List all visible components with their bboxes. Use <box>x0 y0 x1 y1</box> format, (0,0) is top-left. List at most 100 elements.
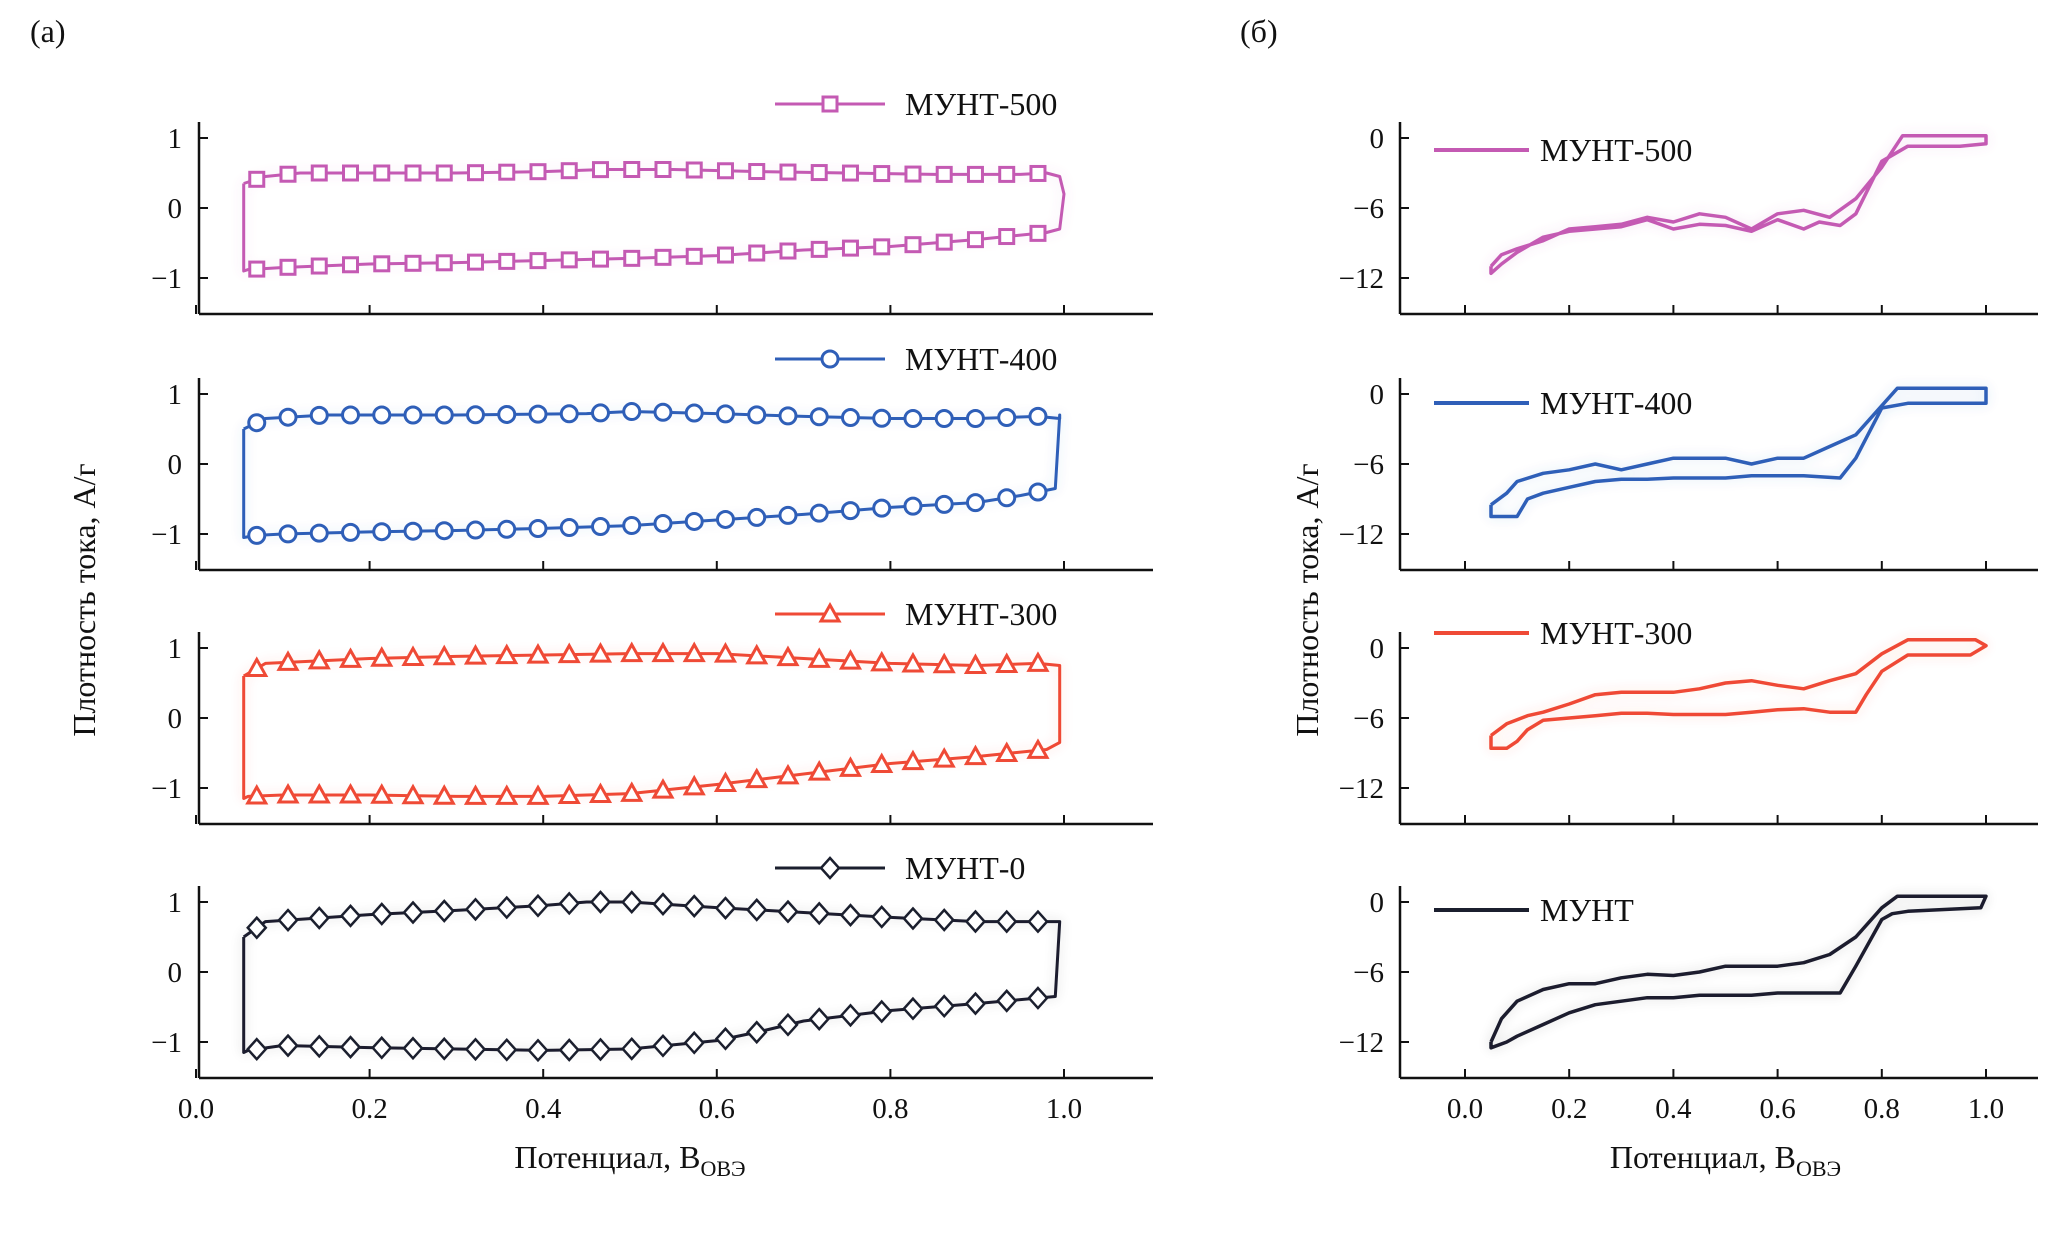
data-marker <box>810 240 828 258</box>
data-marker <box>713 771 738 792</box>
data-marker <box>904 236 922 254</box>
data-marker <box>588 782 613 804</box>
data-marker <box>654 248 672 266</box>
data-marker <box>745 767 769 789</box>
data-marker <box>247 525 267 545</box>
data-marker <box>559 518 579 538</box>
panel-b: 0 −6 −12 МУНТ-500 0 −6 −12 МУНТ-400 0 −6 −12 МУНТ-3… <box>1289 122 2038 1181</box>
data-marker <box>401 783 425 805</box>
legend: МУНТ-400 <box>1434 385 1692 421</box>
data-marker <box>935 233 953 251</box>
cv-curve-мунт-300 <box>1489 638 1988 751</box>
data-marker <box>966 231 984 249</box>
data-marker <box>497 404 517 424</box>
legend: МУНТ-500 <box>775 86 1057 122</box>
x-tick-label: 0.8 <box>872 1093 908 1125</box>
data-marker <box>590 403 610 423</box>
data-marker <box>341 405 361 425</box>
data-marker <box>871 999 893 1024</box>
data-marker <box>963 653 988 674</box>
data-marker <box>403 405 423 425</box>
data-marker <box>808 901 830 926</box>
data-marker <box>933 994 955 1019</box>
data-marker <box>279 258 297 276</box>
data-marker <box>465 520 485 540</box>
data-marker <box>310 164 328 182</box>
data-marker <box>435 164 453 182</box>
subplot-мунт-500: 1 0 −1 МУНТ-500 <box>151 86 1153 316</box>
x-tick-label: 0.0 <box>178 1093 214 1125</box>
data-marker <box>309 405 329 425</box>
data-marker <box>371 1035 393 1060</box>
legend-label: МУНТ-500 <box>905 86 1057 122</box>
data-marker <box>995 741 1019 763</box>
data-marker <box>498 252 516 270</box>
data-marker <box>838 756 863 777</box>
data-marker <box>714 896 737 920</box>
data-marker <box>373 255 391 273</box>
data-marker <box>716 246 734 264</box>
data-marker <box>715 404 735 424</box>
x-axis-title: Потенциал, ВОВЭ <box>514 1139 745 1181</box>
data-marker <box>277 908 299 932</box>
legend: МУНТ-300 <box>1434 615 1692 651</box>
data-marker <box>371 902 393 926</box>
x-axis-title: Потенциал, ВОВЭ <box>1610 1139 1841 1181</box>
data-marker <box>277 1033 299 1058</box>
data-marker <box>807 760 831 781</box>
subplot-мунт-400: 0 −6 −12 МУНТ-400 <box>1339 378 2038 572</box>
legend: МУНТ-400 <box>775 341 1057 377</box>
data-marker <box>248 170 266 188</box>
data-marker <box>464 1037 487 1062</box>
data-marker <box>403 521 423 541</box>
data-marker <box>435 254 453 272</box>
cv-curve-мунт-300 <box>242 652 1062 800</box>
data-marker <box>560 162 578 180</box>
data-marker <box>529 163 547 181</box>
data-marker <box>495 643 519 665</box>
data-marker <box>716 162 734 180</box>
data-marker <box>622 515 642 535</box>
data-marker <box>247 413 267 433</box>
data-marker <box>372 405 392 425</box>
legend: МУНТ <box>1434 892 1634 928</box>
data-marker <box>341 522 361 542</box>
x-tick-label: 0.6 <box>699 1093 735 1125</box>
x-tick-label: 0.0 <box>1447 1093 1483 1125</box>
data-marker <box>557 783 581 805</box>
data-marker <box>682 641 706 663</box>
subplot-мунт-0: 1 0 −1 МУНТ-0 <box>151 850 1153 1080</box>
data-marker <box>871 905 893 929</box>
data-marker <box>838 649 863 670</box>
data-marker <box>276 782 300 804</box>
x-tick-label: 0.8 <box>1864 1093 1900 1125</box>
data-marker <box>965 409 985 428</box>
data-marker <box>684 403 704 423</box>
data-marker <box>870 650 894 672</box>
panel-a-label: (а) <box>30 13 66 49</box>
data-marker <box>1029 224 1047 242</box>
data-marker <box>1028 406 1048 426</box>
data-marker <box>810 164 828 182</box>
panel-a: 1 0 −1 МУНТ-500 1 0 −1 МУНТ-400 1 0 −1 МУНТ-300 1 0 −1… <box>66 86 1153 1181</box>
data-marker <box>652 1033 674 1058</box>
data-marker <box>873 238 891 256</box>
data-marker <box>651 778 675 799</box>
legend-label: МУНТ-400 <box>1540 385 1692 421</box>
data-marker <box>372 522 392 542</box>
y-tick-label: 1 <box>168 887 183 919</box>
data-marker <box>745 643 769 665</box>
y-tick-label: 1 <box>168 123 183 155</box>
data-marker <box>590 517 610 537</box>
data-marker <box>746 897 768 922</box>
data-marker <box>714 1026 737 1051</box>
y-tick-label: −1 <box>151 263 182 295</box>
legend-label: МУНТ-400 <box>905 341 1057 377</box>
cv-curve-мунт-400 <box>242 410 1062 539</box>
data-marker <box>996 909 1018 934</box>
data-marker <box>433 1036 455 1061</box>
x-tick-label: 1.0 <box>1968 1093 2004 1125</box>
data-marker <box>841 164 859 182</box>
y-tick-label: 0 <box>1370 379 1385 411</box>
data-marker <box>840 408 860 428</box>
